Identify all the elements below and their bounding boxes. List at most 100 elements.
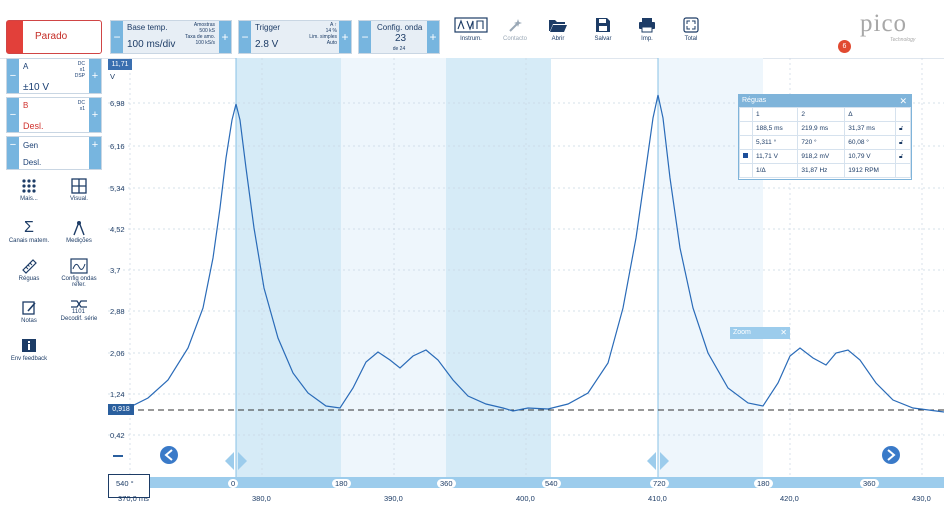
view-grid-icon xyxy=(71,178,87,194)
timebase-increase-button[interactable]: + xyxy=(219,21,231,53)
channel-a-dsp[interactable]: DSP xyxy=(74,73,85,79)
waveform-plot[interactable] xyxy=(108,58,944,480)
lock-icon[interactable]: 🔓︎ xyxy=(895,121,911,136)
samples-value[interactable]: 500 kS xyxy=(199,28,215,34)
table-cell: 188,5 ms xyxy=(751,121,799,136)
table-row: 11,71 V 918,2 mV 10,79 V 🔓︎ xyxy=(739,149,911,164)
lock-icon[interactable]: 🔓︎ xyxy=(895,135,911,150)
trigger-increase-button[interactable]: + xyxy=(339,21,351,53)
serial-decode-button[interactable]: 1101 Decodif. série xyxy=(56,298,102,322)
stop-button[interactable]: Parado xyxy=(6,20,102,54)
table-row: 1 2 Δ xyxy=(739,107,911,122)
y-label: 3,7 xyxy=(110,266,121,275)
channel-b-panel[interactable]: − B Desl. DC x1 + xyxy=(6,97,102,133)
y-label: 6,16 xyxy=(110,142,125,151)
math-channels-label: Canais matem. xyxy=(8,238,50,244)
wand-icon xyxy=(509,19,522,32)
close-icon[interactable]: ✕ xyxy=(780,328,787,337)
scroll-left-button[interactable] xyxy=(160,446,178,464)
trigger-edge-icon[interactable]: ↑ xyxy=(334,22,338,28)
channel-b-decrease-button[interactable]: − xyxy=(7,98,19,132)
angle-ruler-strip[interactable] xyxy=(108,477,944,488)
minus-indicator xyxy=(113,455,123,457)
instrument-label: Instrum. xyxy=(460,36,482,42)
angle-label: 360 xyxy=(437,479,456,488)
svg-text:1101: 1101 xyxy=(72,309,86,314)
channel-b-coupling[interactable]: DC xyxy=(77,100,85,106)
channel-a-decrease-button[interactable]: − xyxy=(7,59,19,93)
generator-increase-button[interactable]: + xyxy=(89,137,101,169)
sigma-icon: Σ xyxy=(24,219,34,236)
angle-label: 540 ° xyxy=(116,479,134,488)
channel-a-range[interactable]: ±10 V xyxy=(23,82,50,93)
generator-panel[interactable]: − Gen Desl. + xyxy=(6,136,102,170)
angle-origin-box[interactable] xyxy=(108,474,150,498)
waveform-next-button[interactable]: + xyxy=(427,21,439,53)
channel-b-probe[interactable]: x1 xyxy=(79,106,85,112)
notes-icon xyxy=(22,301,36,315)
rate-value: 100 kS/s xyxy=(195,40,215,46)
angle-label: 540 xyxy=(542,479,561,488)
trigger-decrease-button[interactable]: − xyxy=(239,21,251,53)
rulers-button[interactable]: Réguas xyxy=(6,258,52,282)
ruler-2-handle[interactable] xyxy=(647,452,669,470)
angle-label: 720 xyxy=(650,479,669,488)
zoom-overview-box[interactable]: Zoom ✕ xyxy=(730,327,790,339)
trigger-mode-value[interactable]: Auto xyxy=(326,40,337,46)
channel-b-increase-button[interactable]: + xyxy=(89,98,101,132)
table-cell: 219,9 ms xyxy=(797,121,846,136)
measurements-button[interactable]: Medições xyxy=(56,220,102,244)
generator-state[interactable]: Desl. xyxy=(23,158,42,167)
ruler-icon xyxy=(22,259,37,274)
x-label: 430,0 xyxy=(912,494,931,503)
view-label: Visual. xyxy=(70,196,88,202)
stop-label: Parado xyxy=(35,31,68,42)
channel-a-increase-button[interactable]: + xyxy=(89,59,101,93)
angle-label: 0 xyxy=(228,479,239,488)
scroll-right-button[interactable] xyxy=(882,446,900,464)
fullscreen-label: Total xyxy=(684,36,698,42)
save-button[interactable]: Salvar xyxy=(578,17,628,55)
contact-button[interactable]: Contacto xyxy=(490,17,540,55)
x-label: 370,0 ms xyxy=(118,494,149,503)
print-button[interactable]: Imp. xyxy=(622,17,672,55)
y-label: 4,52 xyxy=(110,225,125,234)
instrument-icon xyxy=(454,17,488,33)
serial-decode-label: Decodif. série xyxy=(60,316,98,322)
channel-a-swatch xyxy=(743,153,748,158)
save-icon xyxy=(596,18,610,32)
waveform-number[interactable]: 23 xyxy=(395,33,407,44)
fullscreen-button[interactable]: Total xyxy=(666,17,716,55)
close-icon[interactable]: ✕ xyxy=(899,96,907,106)
serial-decode-icon: 1101 xyxy=(71,300,87,314)
waveform-total: de 24 xyxy=(392,46,406,52)
timebase-decrease-button[interactable]: − xyxy=(111,21,123,53)
channel-b-state[interactable]: Desl. xyxy=(23,121,44,131)
generator-decrease-button[interactable]: − xyxy=(7,137,19,169)
table-row: 1/Δ 31,87 Hz 1912 RPM xyxy=(739,163,911,178)
open-button[interactable]: Abrir xyxy=(533,17,583,55)
ruler-1-handle[interactable] xyxy=(225,452,247,470)
feedback-button[interactable]: Env feedback xyxy=(6,338,52,362)
trigger-value[interactable]: 2.8 V xyxy=(255,39,279,50)
channel-a-panel[interactable]: − A ±10 V DC x1 DSP + xyxy=(6,58,102,94)
toolbar: Parado − Base temp. 100 ms/div Amostras … xyxy=(0,0,944,59)
trigger-channel[interactable]: A xyxy=(330,22,334,28)
lock-icon[interactable]: 🔓︎ xyxy=(895,149,911,164)
more-button[interactable]: Mais... xyxy=(6,178,52,202)
instrument-button[interactable]: Instrum. xyxy=(446,17,496,55)
trigger-title: Trigger xyxy=(255,23,281,32)
y-label: 5,34 xyxy=(110,184,125,193)
reference-waveforms-button[interactable]: Config ondas refer. xyxy=(56,258,102,288)
notification-badge[interactable]: 6 xyxy=(838,40,851,53)
timebase-value[interactable]: 100 ms/div xyxy=(127,39,176,50)
y-ruler-value[interactable]: 11,71 xyxy=(108,59,132,70)
table-cell: 2 xyxy=(797,107,846,122)
baseline-value[interactable]: 0,918 xyxy=(108,404,134,415)
waveform-previous-button[interactable]: − xyxy=(359,21,371,53)
view-button[interactable]: Visual. xyxy=(56,178,102,202)
channel-a-probe[interactable]: x1 xyxy=(79,67,85,73)
math-channels-button[interactable]: Σ Canais matem. xyxy=(6,219,52,245)
channel-a-coupling[interactable]: DC xyxy=(77,61,85,67)
notes-button[interactable]: Notas xyxy=(6,300,52,324)
